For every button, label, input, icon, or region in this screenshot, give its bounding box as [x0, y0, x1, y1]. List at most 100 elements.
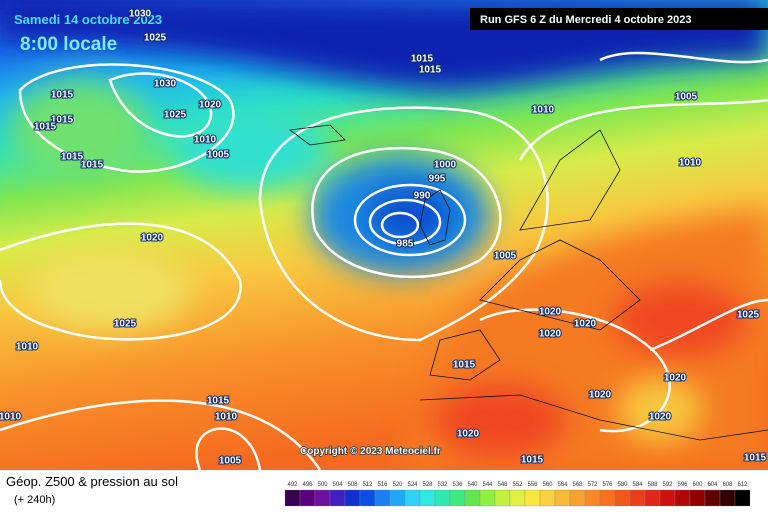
scale-label: 528	[422, 482, 433, 488]
scale-swatch	[704, 489, 721, 507]
isobar-label: 1015	[419, 65, 442, 76]
scale-label: 544	[482, 482, 493, 488]
scale-swatch	[329, 489, 346, 507]
isobar-label: 1025	[164, 110, 187, 121]
isobar-label: 995	[429, 174, 446, 185]
scale-label: 536	[452, 482, 463, 488]
isobar-label: 1020	[141, 233, 164, 244]
run-box	[470, 8, 768, 30]
scale-swatch	[284, 489, 301, 507]
scale-label: 584	[632, 482, 643, 488]
scale-swatch	[734, 489, 751, 507]
scale-label: 520	[392, 482, 403, 488]
scale-label: 556	[527, 482, 538, 488]
scale-swatch	[674, 489, 691, 507]
isobar-label: 1020	[539, 307, 562, 318]
scale-label: 548	[497, 482, 508, 488]
scale-label: 540	[467, 482, 478, 488]
scale-label: 580	[617, 482, 628, 488]
scale-label: 516	[377, 482, 388, 488]
scale-swatch	[449, 489, 466, 507]
scale-label: 588	[647, 482, 658, 488]
isobar-label: 1015	[521, 455, 544, 466]
isobar-label: 1005	[675, 92, 698, 103]
scale-label: 612	[737, 482, 748, 488]
isobar-label: 1020	[664, 373, 687, 384]
scale-swatch	[344, 489, 361, 507]
scale-label: 560	[542, 482, 553, 488]
scale-swatch	[524, 489, 541, 507]
coastlines	[288, 124, 768, 441]
scale-label: 592	[662, 482, 673, 488]
isobar-labels: 1030102510301020102510101005101510151015…	[0, 8, 768, 468]
scale-label: 524	[407, 482, 418, 488]
scale-swatch	[464, 489, 481, 507]
copyright: Copyright © 2023 Meteociel.fr	[300, 446, 441, 457]
scale-swatch	[629, 489, 646, 507]
scale-swatch	[659, 489, 676, 507]
scale-swatch	[314, 489, 331, 507]
isobar-label: 1010	[679, 158, 702, 169]
field-blobs	[0, 0, 768, 470]
isobar-label: 1025	[114, 319, 137, 330]
scale-swatch	[599, 489, 616, 507]
scale-label: 564	[557, 482, 568, 488]
scale-swatch	[509, 489, 526, 507]
scale-swatch	[404, 489, 421, 507]
isobar-label: 1015	[51, 90, 74, 101]
scale-swatch	[584, 489, 601, 507]
scale-label: 532	[437, 482, 448, 488]
scale-label: 572	[587, 482, 598, 488]
scale-swatch	[434, 489, 451, 507]
scale-swatch	[719, 489, 736, 507]
scale-label: 552	[512, 482, 523, 488]
scale-label: 492	[287, 482, 298, 488]
scale-swatch	[479, 489, 496, 507]
isobar-label: 1010	[0, 412, 22, 423]
isobar-label: 1005	[219, 456, 242, 467]
isobar-label: 1020	[539, 329, 562, 340]
footer-title: Géop. Z500 & pression au sol	[6, 474, 178, 489]
scale-label: 600	[692, 482, 703, 488]
scale-label: 596	[677, 482, 688, 488]
scale-label: 500	[317, 482, 328, 488]
isobar-label: 1015	[51, 115, 74, 126]
footer-lead: (+ 240h)	[14, 494, 55, 506]
isobar-label: 990	[414, 191, 431, 202]
scale-swatch	[539, 489, 556, 507]
isobar-label: 1025	[737, 310, 760, 321]
scale-swatch	[359, 489, 376, 507]
scale-swatch	[389, 489, 406, 507]
scale-swatch	[569, 489, 586, 507]
scale-label: 576	[602, 482, 613, 488]
scale-swatch	[614, 489, 631, 507]
isobar-label: 1010	[215, 412, 238, 423]
isobar-label: 1015	[453, 360, 476, 371]
scale-swatch	[374, 489, 391, 507]
isobar-label: 1020	[589, 390, 612, 401]
isobar-label: 1015	[61, 152, 84, 163]
scale-swatch	[644, 489, 661, 507]
scale-label: 504	[332, 482, 343, 488]
scale-label: 512	[362, 482, 373, 488]
isobar-label: 1010	[532, 105, 555, 116]
isobar-label: 1015	[81, 160, 104, 171]
isobar-label: 1020	[574, 319, 597, 330]
isobar-label: 1020	[649, 412, 672, 423]
isobar-label: 1015	[411, 54, 434, 65]
isobar-label: 1010	[16, 342, 39, 353]
isobars	[0, 51, 768, 471]
color-scale: 492 496 500 504 508 512 516 520 524 528 532 536 540 5…	[284, 482, 751, 507]
scale-label: 508	[347, 482, 358, 488]
scale-swatch	[419, 489, 436, 507]
scale-label: 496	[302, 482, 313, 488]
scale-swatch	[299, 489, 316, 507]
isobar-label: 1015	[744, 453, 767, 464]
isobar-label: 1030	[154, 79, 177, 90]
isobar-label: 1020	[199, 100, 222, 111]
scale-label: 608	[722, 482, 733, 488]
scale-swatch	[689, 489, 706, 507]
scale-swatch	[554, 489, 571, 507]
